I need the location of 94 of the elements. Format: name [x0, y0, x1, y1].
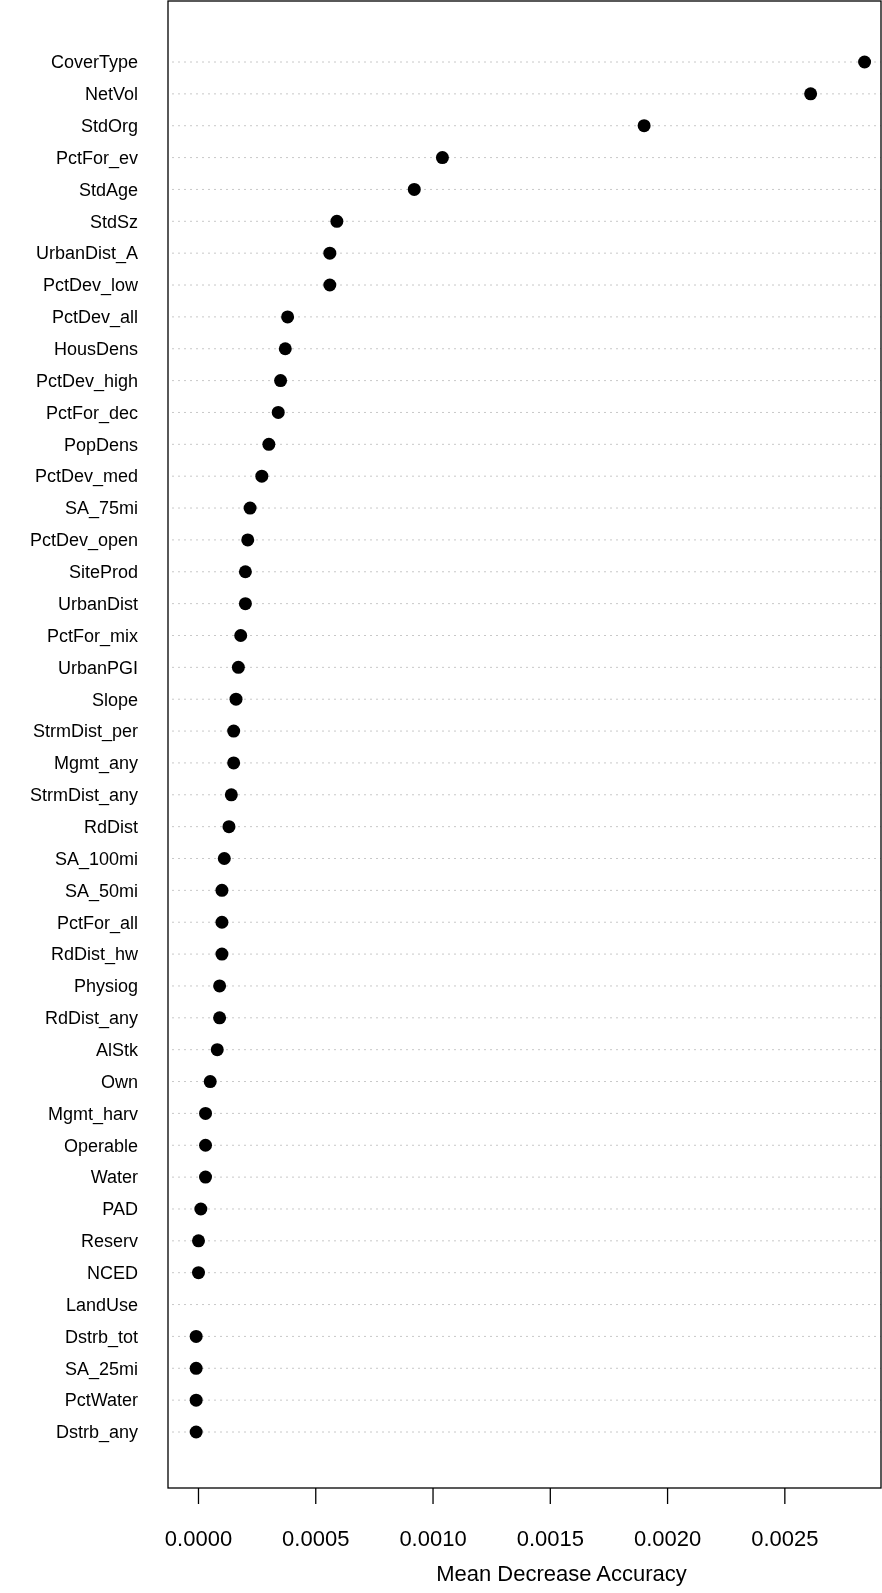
- point: [189, 1329, 203, 1343]
- point: [243, 501, 257, 515]
- point: [231, 660, 245, 674]
- y-tick-label: UrbanDist_A: [35, 243, 138, 265]
- y-tick-label: SA_75mi: [64, 498, 138, 520]
- point: [278, 342, 292, 356]
- y-tick-label: PctFor_dec: [45, 402, 138, 424]
- point: [330, 214, 344, 228]
- y-tick-label: PctFor_all: [56, 912, 138, 934]
- point: [199, 1138, 213, 1152]
- point: [224, 788, 238, 802]
- point: [255, 469, 269, 483]
- x-tick-label: 0.0000: [164, 1526, 233, 1551]
- point: [194, 1202, 208, 1216]
- point: [238, 565, 252, 579]
- point: [407, 182, 421, 196]
- y-tick-label: SiteProd: [68, 562, 138, 583]
- point: [229, 692, 243, 706]
- point: [199, 1170, 213, 1184]
- point: [804, 87, 818, 101]
- x-tick-label: 0.0005: [282, 1526, 350, 1551]
- point: [189, 1393, 203, 1407]
- y-tick-label: HousDens: [53, 339, 138, 360]
- y-tick-label: SA_25mi: [64, 1358, 138, 1380]
- y-tick-label: UrbanDist: [57, 593, 138, 614]
- y-tick-label: UrbanPGI: [57, 657, 138, 678]
- point: [238, 597, 252, 611]
- point: [227, 724, 241, 738]
- y-tick-label: PAD: [102, 1199, 138, 1220]
- y-tick-label: PctDev_open: [29, 530, 138, 552]
- y-tick-label: StrmDist_per: [32, 721, 138, 743]
- y-tick-label: Dstrb_tot: [64, 1326, 138, 1348]
- y-tick-label: LandUse: [65, 1294, 138, 1315]
- y-tick-label: PctDev_all: [51, 307, 138, 329]
- point: [213, 979, 227, 993]
- point: [435, 151, 449, 165]
- y-tick-label: AlStk: [95, 1039, 139, 1060]
- y-tick-label: PctFor_ev: [55, 147, 138, 169]
- y-tick-label: Reserv: [80, 1231, 138, 1252]
- point: [215, 883, 229, 897]
- y-tick-label: StrmDist_any: [29, 785, 138, 807]
- x-tick-label: 0.0020: [633, 1526, 702, 1551]
- y-tick-label: PctFor_mix: [46, 625, 138, 647]
- y-tick-label: Physiog: [73, 976, 138, 997]
- y-tick-label: SA_100mi: [54, 848, 138, 870]
- y-tick-label: Mgmt_harv: [47, 1103, 138, 1125]
- point: [189, 1361, 203, 1375]
- point: [222, 820, 236, 834]
- y-tick-label: StdOrg: [80, 116, 138, 137]
- point: [215, 947, 229, 961]
- point: [217, 852, 231, 866]
- y-tick-label: Water: [90, 1167, 138, 1188]
- y-tick-label: Own: [100, 1071, 138, 1092]
- y-tick-label: Operable: [63, 1135, 138, 1156]
- point: [199, 1106, 213, 1120]
- y-tick-label: Mgmt_any: [53, 753, 138, 775]
- y-tick-label: RdDist_any: [44, 1008, 138, 1030]
- point: [271, 405, 285, 419]
- point: [323, 278, 337, 292]
- y-tick-label: NCED: [86, 1263, 138, 1283]
- point: [213, 1011, 227, 1025]
- y-tick-label: PctDev_low: [42, 275, 139, 297]
- point: [215, 915, 229, 929]
- y-tick-label: StdAge: [78, 179, 138, 200]
- point: [858, 55, 872, 69]
- point: [234, 628, 248, 642]
- point: [637, 119, 651, 133]
- point: [227, 756, 241, 770]
- point: [281, 310, 295, 324]
- point: [191, 1234, 205, 1248]
- y-tick-label: PctWater: [64, 1390, 138, 1411]
- y-tick-label: Dstrb_any: [55, 1422, 138, 1444]
- x-axis-title: Mean Decrease Accuracy: [436, 1561, 687, 1586]
- point: [274, 374, 288, 388]
- y-tick-label: SA_50mi: [64, 880, 138, 902]
- point: [203, 1075, 217, 1089]
- point: [191, 1266, 205, 1280]
- point: [189, 1425, 203, 1439]
- x-tick-label: 0.0010: [399, 1526, 467, 1551]
- x-tick-label: 0.0015: [516, 1526, 584, 1551]
- y-tick-label: RdDist_hw: [50, 944, 139, 966]
- point: [241, 533, 255, 547]
- point: [210, 1043, 224, 1057]
- y-tick-label: PopDens: [63, 434, 138, 455]
- y-tick-label: StdSz: [89, 211, 138, 232]
- point: [262, 437, 276, 451]
- x-tick-label: 0.0025: [751, 1526, 819, 1551]
- y-tick-label: NetVol: [84, 84, 138, 105]
- point: [323, 246, 337, 260]
- y-tick-label: PctDev_high: [35, 370, 138, 392]
- y-tick-label: Slope: [91, 689, 138, 710]
- y-tick-label: CoverType: [50, 52, 138, 73]
- y-tick-label: RdDist: [83, 816, 138, 837]
- y-tick-label: PctDev_med: [34, 466, 138, 488]
